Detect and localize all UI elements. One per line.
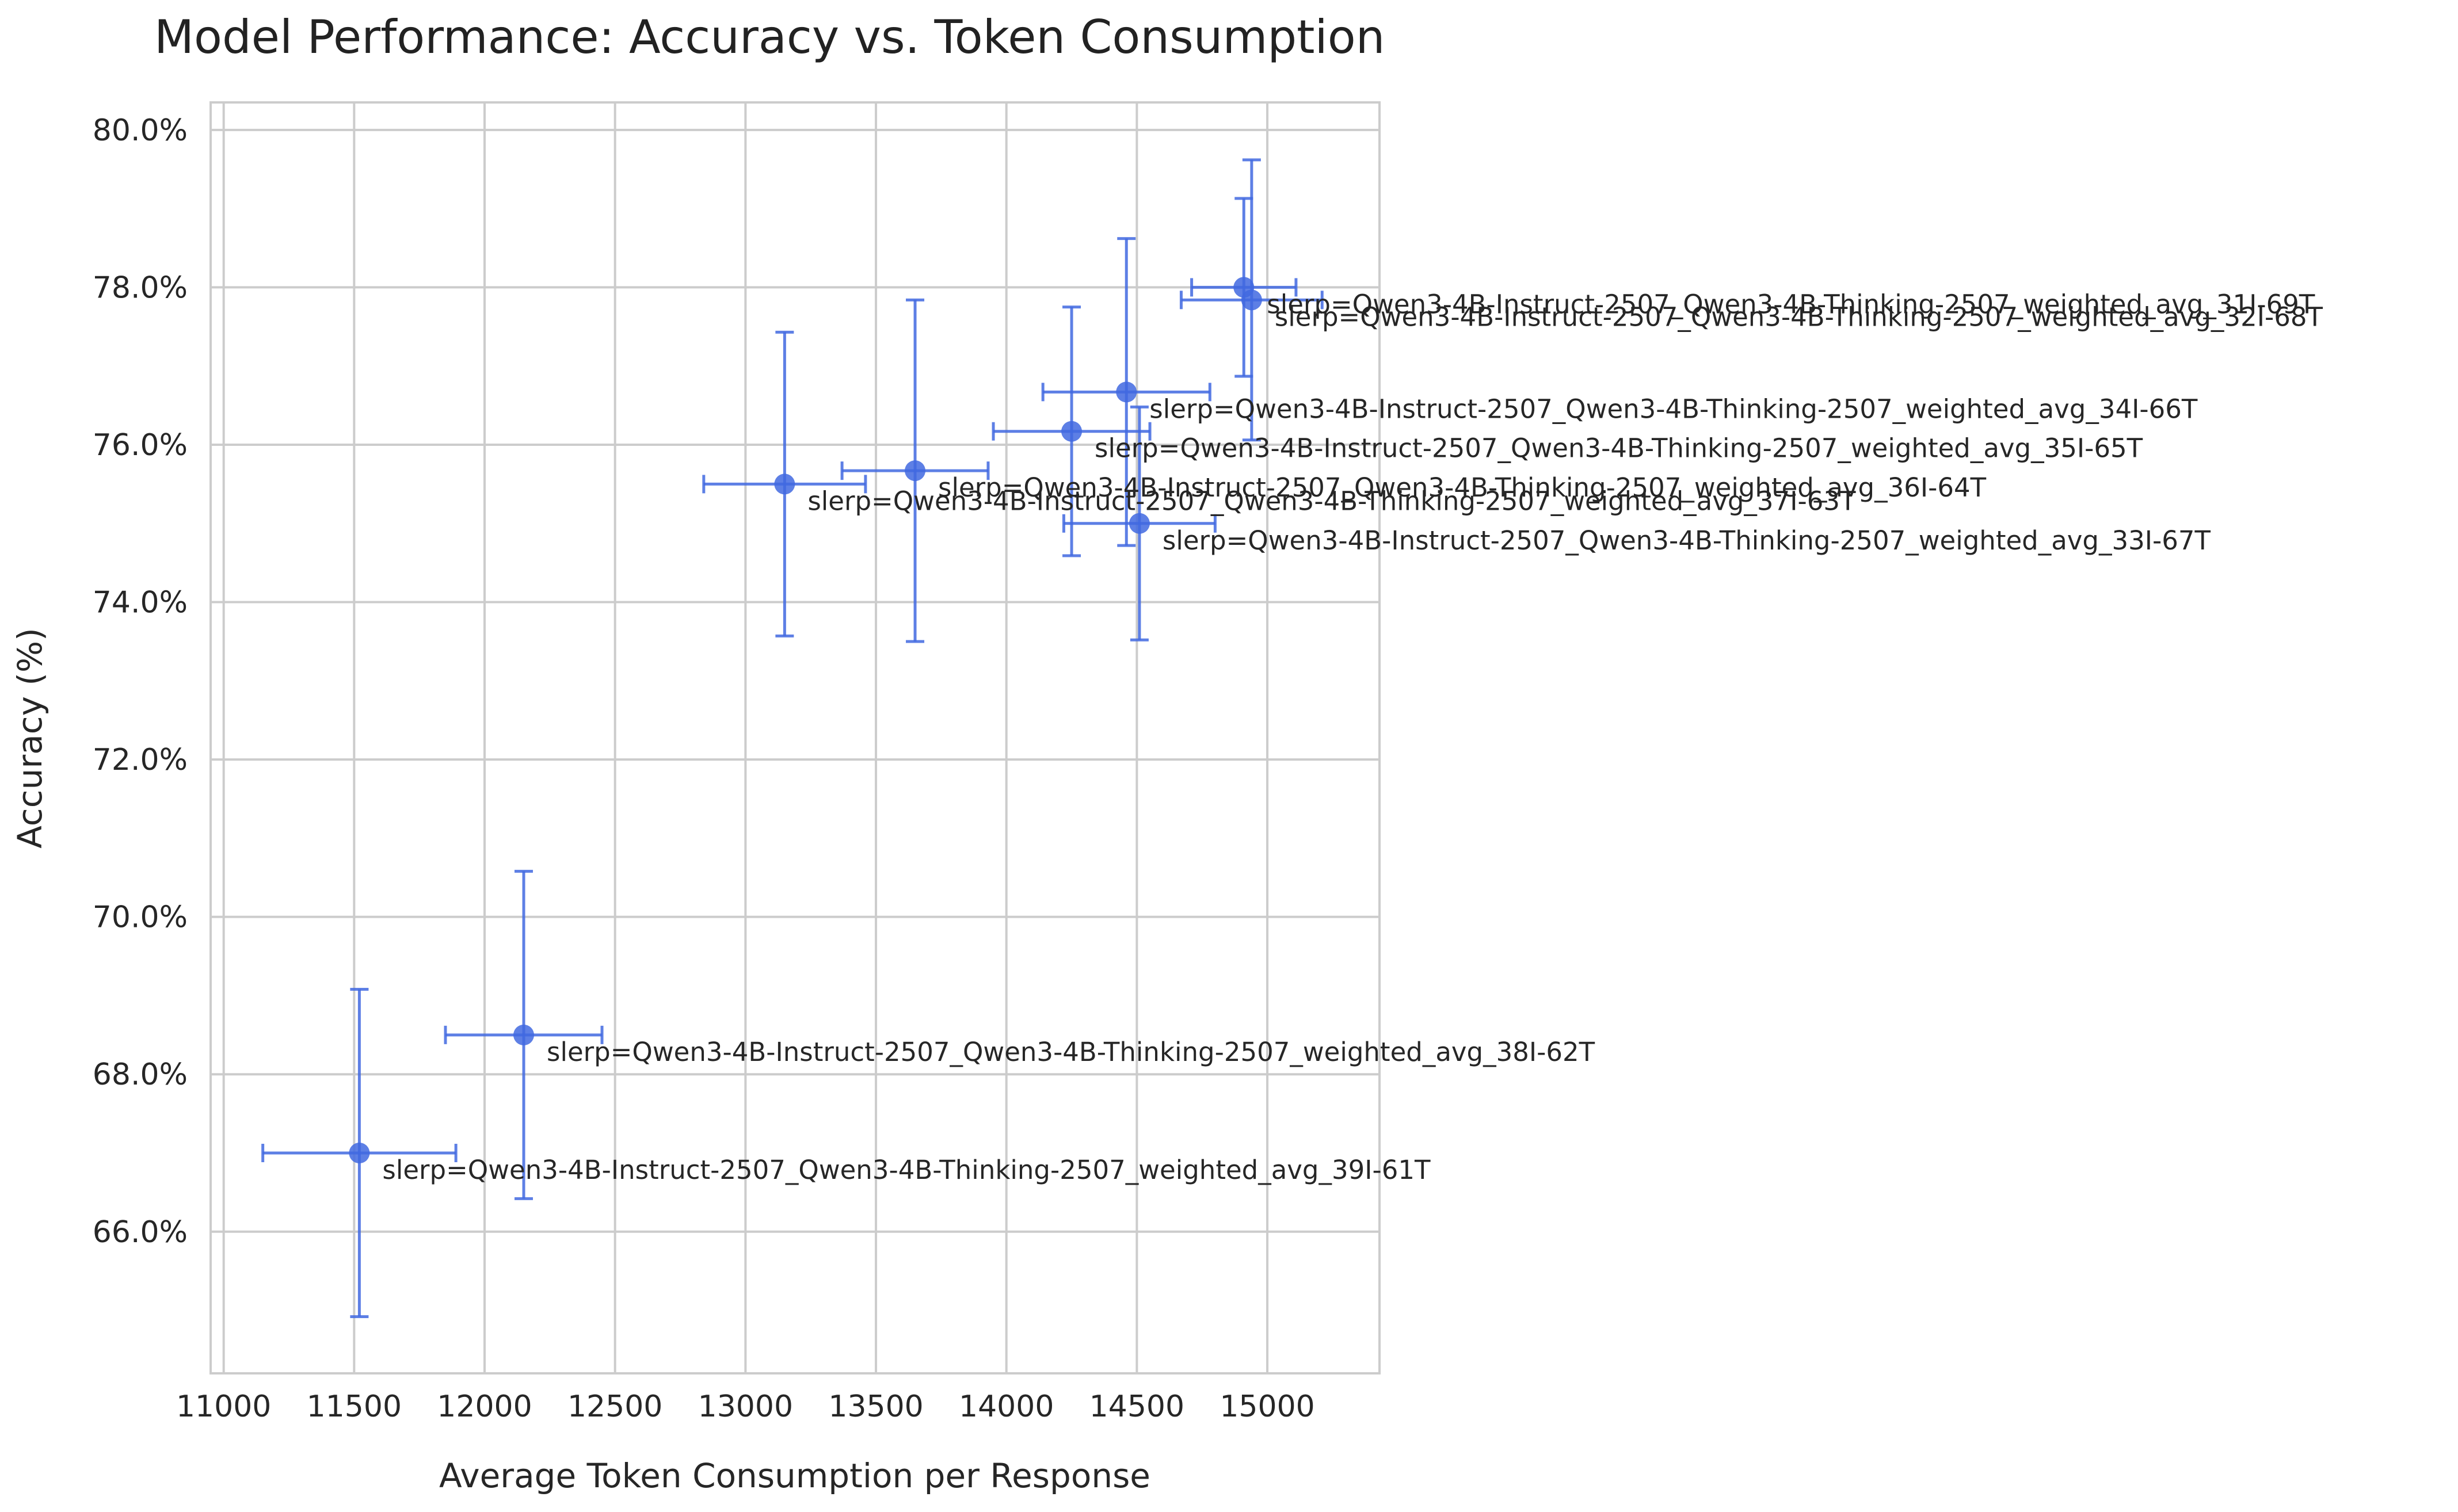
y-tick-label: 66.0% (93, 1215, 188, 1250)
data-point (1061, 421, 1083, 442)
plot-area (211, 102, 1379, 1373)
x-tick-label: 12500 (567, 1389, 662, 1424)
point-label: slerp=Qwen3-4B-Instruct-2507_Qwen3-4B-Th… (1095, 433, 2143, 464)
y-tick-label: 68.0% (93, 1057, 188, 1092)
x-tick-label: 15000 (1220, 1389, 1314, 1424)
x-tick-label: 14500 (1089, 1389, 1184, 1424)
x-tick-label: 12000 (437, 1389, 532, 1424)
y-tick-label: 74.0% (93, 586, 188, 620)
x-tick-label: 14000 (959, 1389, 1054, 1424)
point-labels: slerp=Qwen3-4B-Instruct-2507_Qwen3-4B-Th… (382, 289, 2323, 1185)
data-point (513, 1024, 535, 1045)
data-point (774, 474, 795, 495)
chart-title: Model Performance: Accuracy vs. Token Co… (154, 10, 1385, 64)
y-tick-label: 80.0% (93, 113, 188, 148)
x-tick-label: 13500 (828, 1389, 923, 1424)
y-tick-label: 76.0% (93, 428, 188, 463)
grid-lines (211, 102, 1379, 1373)
data-point (1129, 513, 1150, 534)
point-label: slerp=Qwen3-4B-Instruct-2507_Qwen3-4B-Th… (807, 486, 1856, 516)
point-label: slerp=Qwen3-4B-Instruct-2507_Qwen3-4B-Th… (938, 472, 1987, 503)
data-point (349, 1143, 370, 1164)
point-label: slerp=Qwen3-4B-Instruct-2507_Qwen3-4B-Th… (1267, 289, 2315, 319)
x-tick-label: 11500 (307, 1389, 402, 1424)
x-tick-label: 11000 (176, 1389, 271, 1424)
x-axis-label: Average Token Consumption per Response (439, 1456, 1150, 1495)
point-label: slerp=Qwen3-4B-Instruct-2507_Qwen3-4B-Th… (1149, 394, 2198, 424)
data-points (349, 277, 1262, 1164)
y-tick-label: 78.0% (93, 270, 188, 305)
data-point (905, 460, 926, 482)
y-tick-labels: 66.0% 68.0% 70.0% 72.0% 74.0% 76.0% 78.0% 80.0% (93, 113, 188, 1250)
point-label: slerp=Qwen3-4B-Instruct-2507_Qwen3-4B-Th… (1163, 525, 2211, 556)
point-label: slerp=Qwen3-4B-Instruct-2507_Qwen3-4B-Th… (547, 1037, 1595, 1067)
x-tick-label: 13000 (698, 1389, 793, 1424)
x-tick-labels: 11000 11500 12000 12500 13000 13500 14000 14500… (176, 1389, 1315, 1424)
data-point (1116, 381, 1137, 403)
y-tick-label: 72.0% (93, 743, 188, 777)
plot-frame (209, 101, 1381, 1374)
data-point (1241, 289, 1262, 311)
point-label: slerp=Qwen3-4B-Instruct-2507_Qwen3-4B-Th… (1275, 301, 2323, 332)
y-axis-label: Accuracy (%) (10, 628, 49, 849)
y-tick-label: 70.0% (93, 900, 188, 935)
point-label: slerp=Qwen3-4B-Instruct-2507_Qwen3-4B-Th… (382, 1155, 1431, 1185)
